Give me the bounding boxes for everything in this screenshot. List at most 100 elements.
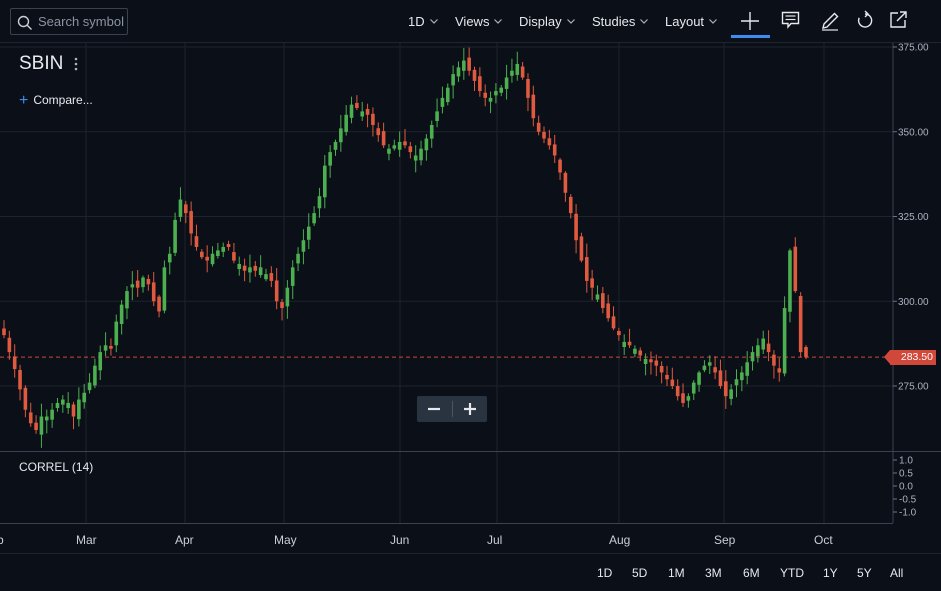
- indicator-tick-label: -0.5: [899, 495, 917, 506]
- candle-body: [376, 128, 381, 136]
- candle-body: [606, 303, 610, 319]
- search-input[interactable]: [38, 12, 126, 31]
- range-button-1m[interactable]: 1M: [668, 566, 685, 580]
- range-button-5d[interactable]: 5D: [632, 566, 648, 580]
- candle-body: [574, 213, 578, 241]
- candle-body: [141, 277, 145, 288]
- candle-body: [119, 304, 124, 324]
- comment-icon[interactable]: [781, 10, 800, 30]
- time-tick-label: Jul: [487, 533, 502, 547]
- candle-body: [242, 265, 247, 271]
- candle-body: [183, 204, 188, 214]
- zoom-in-button[interactable]: [453, 396, 487, 422]
- display-menu[interactable]: Display: [519, 14, 575, 29]
- price-tick-label: 275.00: [898, 382, 929, 393]
- candle-body: [435, 111, 439, 122]
- compare-button[interactable]: + Compare...: [19, 92, 93, 110]
- candle-body: [649, 359, 653, 363]
- studies-menu[interactable]: Studies: [592, 14, 649, 29]
- candle-body: [50, 409, 54, 420]
- layout-menu[interactable]: Layout: [665, 14, 717, 29]
- candle-body: [194, 236, 199, 248]
- candle-body: [429, 124, 434, 139]
- zoom-out-button[interactable]: [417, 396, 451, 422]
- range-button-3m[interactable]: 3M: [705, 566, 722, 580]
- candle-body: [686, 396, 691, 401]
- symbol-menu-icon[interactable]: [73, 57, 79, 71]
- candle-body: [381, 131, 386, 146]
- candle-body: [55, 402, 60, 408]
- candle-body: [691, 382, 696, 394]
- views-menu[interactable]: Views: [455, 14, 503, 29]
- candle-body: [23, 387, 28, 410]
- time-tick-label: Aug: [609, 533, 630, 547]
- range-button-6m[interactable]: 6M: [743, 566, 760, 580]
- candle-body: [178, 199, 183, 217]
- candle-body: [226, 244, 231, 248]
- candle-body: [804, 347, 808, 358]
- candle-body: [568, 196, 573, 214]
- candle-body: [151, 282, 156, 302]
- reset-icon[interactable]: [856, 10, 874, 30]
- candle-body: [274, 280, 279, 302]
- candle-body: [627, 341, 632, 346]
- candle-body: [18, 369, 22, 390]
- pencil-icon[interactable]: [820, 10, 840, 32]
- time-tick-label: Sep: [714, 533, 736, 547]
- chevron-down-icon: [709, 19, 717, 24]
- display-label: Display: [519, 14, 562, 29]
- candle-body: [290, 267, 295, 286]
- candle-body: [510, 70, 514, 76]
- interval-label: 1D: [408, 14, 425, 29]
- range-button-all[interactable]: All: [890, 566, 904, 580]
- views-label: Views: [455, 14, 490, 29]
- range-button-ytd[interactable]: YTD: [780, 566, 804, 580]
- candle-body: [654, 360, 659, 366]
- candle-body: [483, 92, 487, 98]
- candle-body: [328, 152, 332, 166]
- symbol-search[interactable]: [10, 8, 128, 35]
- candle-body: [312, 213, 316, 224]
- candle-body: [601, 293, 605, 309]
- candle-body: [536, 122, 541, 132]
- plus-icon: +: [19, 92, 29, 109]
- candle-body: [103, 345, 108, 351]
- candle-body: [734, 379, 739, 386]
- time-tick-label: b: [0, 533, 4, 547]
- interval-menu[interactable]: 1D: [408, 14, 438, 29]
- candle-body: [296, 253, 300, 264]
- candle-body: [264, 274, 268, 280]
- candle-body: [478, 76, 482, 92]
- range-button-5y[interactable]: 5Y: [857, 566, 872, 580]
- candle-body: [761, 338, 766, 350]
- candle-body: [718, 370, 723, 386]
- range-button-1d[interactable]: 1D: [597, 566, 613, 580]
- layout-label: Layout: [665, 14, 705, 29]
- candle-body: [467, 57, 471, 71]
- popout-icon[interactable]: [889, 10, 908, 30]
- time-tick-label: Oct: [814, 533, 833, 547]
- candle-body: [93, 365, 97, 386]
- candles: [2, 47, 808, 448]
- range-button-1y[interactable]: 1Y: [823, 566, 838, 580]
- candle-body: [130, 284, 135, 288]
- candle-body: [135, 280, 140, 288]
- candle-body: [504, 77, 509, 89]
- candle-body: [526, 79, 530, 98]
- crosshair-icon[interactable]: [740, 10, 760, 32]
- candle-body: [365, 108, 370, 115]
- candle-body: [782, 308, 787, 374]
- minus-icon: [428, 407, 440, 411]
- candle-body: [173, 219, 177, 253]
- indicator-tick-label: 0.0: [899, 482, 913, 493]
- candle-body: [392, 145, 397, 149]
- candle-body: [563, 172, 568, 193]
- candle-body: [397, 141, 402, 150]
- candle-body: [451, 74, 455, 86]
- candle-body: [269, 273, 274, 281]
- candle-body: [355, 102, 359, 109]
- candle-body: [125, 291, 129, 309]
- time-tick-label: Apr: [175, 533, 194, 547]
- candle-body: [109, 345, 113, 349]
